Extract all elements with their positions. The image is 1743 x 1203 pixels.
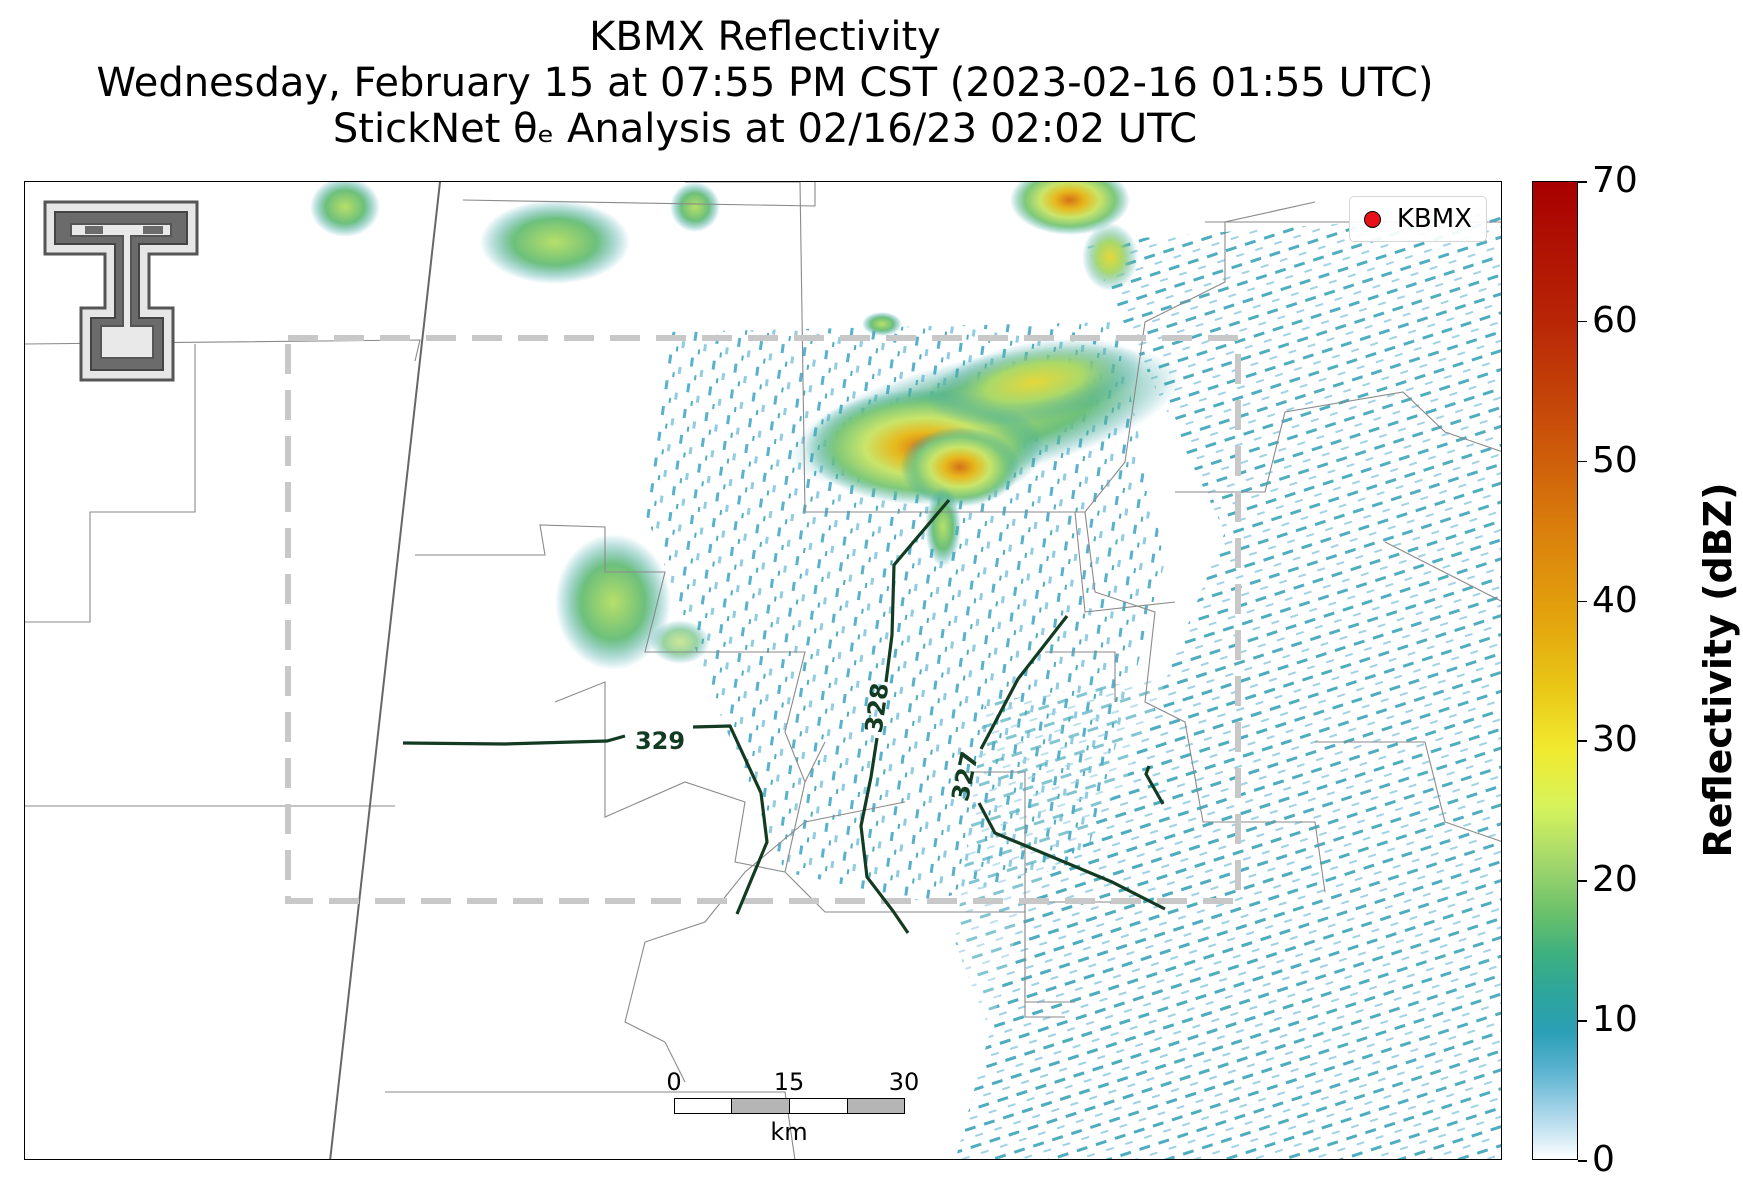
- map-legend: KBMX: [1348, 196, 1487, 242]
- scale-tick-0: 0: [666, 1068, 682, 1096]
- colorbar-tick-label: 20: [1592, 859, 1638, 901]
- scale-unit: km: [770, 1118, 808, 1146]
- colorbar-tick-label: 70: [1592, 160, 1638, 201]
- scale-segment: [674, 1098, 732, 1114]
- scale-tick-30: 30: [888, 1068, 920, 1096]
- colorbar-tick-mark: [1578, 181, 1587, 183]
- colorbar-tick-mark: [1578, 600, 1587, 603]
- colorbar-tick-mark: [1578, 880, 1587, 882]
- title-line-1: KBMX Reflectivity: [589, 14, 941, 60]
- title-line-2: Wednesday, February 15 at 07:55 PM CST (…: [96, 60, 1434, 106]
- storm-cells: [310, 182, 1182, 670]
- scale-segment: [789, 1098, 848, 1114]
- colorbar-tick-mark: [1578, 1160, 1587, 1162]
- contour-329-line-b: [692, 724, 769, 915]
- colorbar-title: Reflectivity (dBZ): [1696, 482, 1740, 858]
- colorbar-tick-label: 10: [1592, 999, 1638, 1041]
- title-line-3: StickNet θₑ Analysis at 02/16/23 02:02 U…: [332, 106, 1198, 152]
- scale-tick-15: 15: [773, 1068, 805, 1096]
- contour-329-line: [402, 734, 626, 746]
- colorbar-tick-label: 30: [1592, 719, 1638, 761]
- state-boundary: [329, 182, 441, 1159]
- legend-label: KBMX: [1396, 204, 1472, 234]
- radar-map: 329 328 327 KBMX 0 15 30 km: [24, 181, 1502, 1160]
- contour-327-line: [979, 615, 1069, 750]
- figure-title: KBMX Reflectivity Wednesday, February 15…: [0, 14, 1530, 152]
- texas-tech-double-t-logo-icon: [43, 200, 199, 382]
- analysis-domain-box: [285, 335, 1241, 904]
- scale-segment: [847, 1098, 905, 1114]
- colorbar-tick-mark: [1578, 1020, 1587, 1022]
- colorbar-tick-label: 50: [1592, 439, 1638, 481]
- scale-bar: 0 15 30 km: [643, 1068, 919, 1148]
- contour-327-line-b: [977, 802, 1166, 911]
- contour-small-segment: [1144, 765, 1165, 805]
- theta-e-contours: [402, 498, 1166, 934]
- colorbar-tick-mark: [1578, 740, 1587, 742]
- colorbar-tick-label: 0: [1592, 1139, 1615, 1180]
- scale-segment: [731, 1098, 790, 1114]
- contour-329-label: 329: [635, 727, 685, 755]
- contour-328-label: 328: [860, 681, 895, 735]
- colorbar-tick-label: 40: [1592, 579, 1638, 621]
- map-canvas: 329 328 327: [25, 182, 1501, 1159]
- contour-328-line: [884, 498, 951, 683]
- radar-site-marker-icon: [1363, 210, 1381, 228]
- contour-328-line-b: [859, 737, 910, 934]
- colorbar-tick-mark: [1578, 320, 1587, 323]
- reflectivity-colorbar: [1532, 181, 1578, 1160]
- colorbar-tick-mark: [1578, 460, 1587, 463]
- colorbar-tick-label: 60: [1592, 299, 1638, 341]
